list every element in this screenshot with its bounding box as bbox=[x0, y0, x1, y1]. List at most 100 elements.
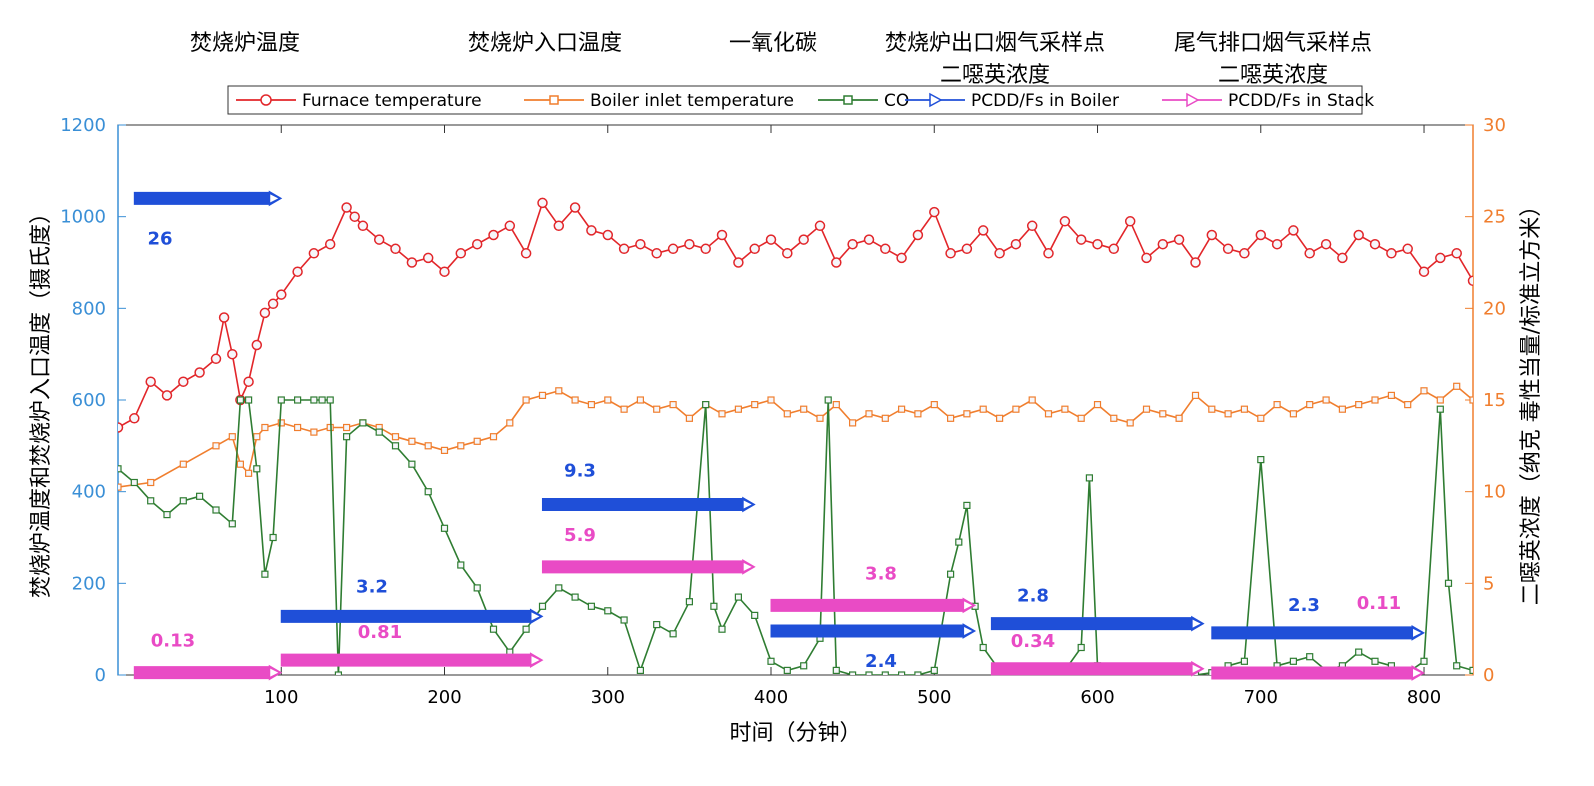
point-furnace-36 bbox=[618, 243, 630, 255]
point-boiler-64 bbox=[1175, 414, 1183, 422]
point-co-56 bbox=[914, 671, 922, 675]
data-label-pcdd_boiler-3: 9.3 bbox=[564, 461, 596, 482]
point-boiler-9 bbox=[277, 419, 285, 427]
data-label-pcdd_boiler-2: 3.2 bbox=[356, 576, 388, 597]
point-boiler-32 bbox=[653, 405, 661, 413]
x-tick-label-200: 200 bbox=[427, 687, 461, 708]
point-boiler-73 bbox=[1322, 396, 1330, 404]
point-furnace-66 bbox=[1108, 243, 1120, 255]
point-furnace-62 bbox=[1043, 248, 1054, 259]
point-boiler-37 bbox=[734, 405, 743, 413]
y-left-tick-label-400: 400 bbox=[72, 482, 106, 503]
top-title-1-line-1: 焚烧炉温度 bbox=[190, 31, 300, 56]
point-boiler-7 bbox=[253, 433, 261, 441]
point-boiler-31 bbox=[636, 396, 645, 404]
point-furnace-4 bbox=[178, 376, 189, 387]
point-furnace-64 bbox=[1075, 234, 1087, 245]
point-boiler-40 bbox=[783, 410, 791, 418]
point-boiler-67 bbox=[1224, 410, 1232, 418]
point-co-6 bbox=[212, 506, 220, 514]
point-co-26 bbox=[457, 561, 465, 569]
point-co-35 bbox=[604, 607, 612, 615]
point-boiler-11 bbox=[310, 428, 318, 436]
point-furnace-55 bbox=[929, 206, 940, 218]
point-furnace-43 bbox=[733, 257, 744, 268]
point-furnace-77 bbox=[1288, 225, 1299, 236]
point-furnace-81 bbox=[1353, 229, 1364, 241]
point-furnace-13 bbox=[267, 298, 279, 310]
point-furnace-87 bbox=[1451, 248, 1462, 259]
point-co-19 bbox=[343, 433, 351, 441]
segment-pcdd_boiler-1 bbox=[133, 190, 283, 207]
y-right-tick-label-30: 30 bbox=[1483, 115, 1506, 136]
point-furnace-86 bbox=[1435, 252, 1446, 264]
point-boiler-69 bbox=[1257, 414, 1265, 422]
point-co-0 bbox=[118, 465, 122, 473]
point-furnace-41 bbox=[700, 243, 711, 255]
point-furnace-65 bbox=[1092, 238, 1103, 250]
point-furnace-50 bbox=[847, 238, 858, 250]
point-furnace-57 bbox=[961, 243, 973, 255]
point-co-87 bbox=[1371, 657, 1379, 665]
top-title-2-line-1: 焚烧炉入口温度 bbox=[468, 31, 622, 56]
point-furnace-20 bbox=[357, 220, 369, 232]
point-co-86 bbox=[1355, 648, 1363, 656]
point-co-32 bbox=[555, 584, 563, 592]
point-boiler-76 bbox=[1371, 396, 1379, 404]
point-boiler-70 bbox=[1273, 401, 1281, 409]
data-label-pcdd_stack-5: 0.34 bbox=[1011, 631, 1055, 652]
point-furnace-10 bbox=[243, 376, 254, 387]
point-furnace-52 bbox=[880, 243, 891, 255]
point-co-24 bbox=[424, 488, 432, 496]
segment-pcdd_boiler-2-head bbox=[531, 612, 540, 621]
point-boiler-16 bbox=[391, 433, 400, 441]
point-co-28 bbox=[489, 625, 498, 633]
point-furnace-48 bbox=[814, 220, 826, 232]
y-left-tick-label-600: 600 bbox=[72, 390, 106, 411]
legend-marker-boiler bbox=[549, 95, 559, 105]
point-co-57 bbox=[930, 666, 938, 675]
point-boiler-33 bbox=[669, 401, 677, 409]
point-boiler-58 bbox=[1077, 414, 1085, 422]
point-furnace-58 bbox=[977, 225, 989, 236]
data-label-pcdd_stack-3: 5.9 bbox=[564, 525, 596, 546]
point-boiler-25 bbox=[538, 391, 547, 399]
point-co-30 bbox=[522, 625, 530, 633]
data-label-pcdd_stack-2: 0.81 bbox=[358, 622, 402, 643]
point-co-17 bbox=[326, 396, 334, 404]
point-co-33 bbox=[571, 593, 579, 601]
point-co-31 bbox=[538, 602, 547, 610]
point-furnace-40 bbox=[684, 238, 695, 250]
point-co-92 bbox=[1444, 579, 1453, 587]
point-furnace-49 bbox=[831, 257, 842, 268]
point-furnace-1 bbox=[129, 413, 140, 424]
point-co-23 bbox=[408, 460, 416, 468]
y-right-tick-label-10: 10 bbox=[1483, 482, 1506, 503]
point-co-27 bbox=[473, 584, 481, 592]
point-co-51 bbox=[832, 666, 840, 675]
point-co-90 bbox=[1420, 657, 1428, 665]
x-tick-label-100: 100 bbox=[264, 687, 298, 708]
segment-pcdd_stack-6-head bbox=[1413, 668, 1422, 677]
point-furnace-34 bbox=[586, 225, 597, 236]
segment-pcdd_stack-2 bbox=[280, 652, 544, 669]
y-left-tick-label-200: 200 bbox=[72, 573, 106, 594]
point-boiler-19 bbox=[440, 446, 449, 454]
point-co-58 bbox=[946, 570, 955, 578]
point-co-94 bbox=[1469, 666, 1473, 675]
point-furnace-24 bbox=[422, 252, 434, 264]
point-boiler-41 bbox=[800, 405, 808, 413]
y-left-axis-label: 焚烧炉温度和焚烧炉入口温度（摄氏度） bbox=[29, 202, 54, 598]
point-boiler-13 bbox=[343, 423, 351, 432]
point-boiler-34 bbox=[685, 414, 694, 422]
point-furnace-84 bbox=[1402, 243, 1413, 255]
legend-label-pcdd_stack: PCDD/Fs in Stack bbox=[1228, 91, 1374, 111]
point-boiler-53 bbox=[995, 414, 1004, 422]
y-left-tick-label-800: 800 bbox=[72, 298, 106, 319]
top-title-3-line-1: 一氧化碳 bbox=[729, 31, 817, 56]
point-co-52 bbox=[848, 671, 857, 675]
y-right-tick-label-20: 20 bbox=[1483, 298, 1506, 319]
point-furnace-37 bbox=[635, 238, 646, 250]
point-boiler-20 bbox=[457, 442, 465, 450]
